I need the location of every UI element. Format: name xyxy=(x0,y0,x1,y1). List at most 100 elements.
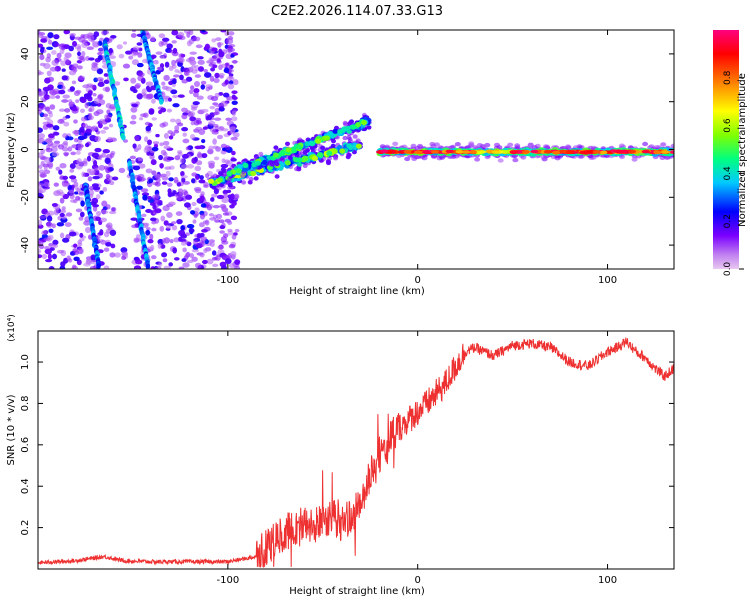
spectrogram-cell xyxy=(222,212,229,216)
spectrogram-cell xyxy=(188,30,194,35)
spectrogram-cell xyxy=(628,149,637,154)
spectrogram-cell xyxy=(216,194,225,200)
spectrogram-cell xyxy=(43,156,51,164)
spectrogram-cell xyxy=(171,221,177,225)
spectrogram-cell xyxy=(544,150,553,154)
spectrogram-cell xyxy=(99,190,104,195)
spectrogram-cell xyxy=(159,142,164,147)
spectrogram-cell xyxy=(96,102,102,107)
spectrogram-cell xyxy=(181,258,187,263)
spectrogram-cell xyxy=(207,160,216,166)
spectrogram-cell xyxy=(209,241,215,248)
spectrogram-cell xyxy=(161,181,168,185)
spectrogram-cell xyxy=(81,171,86,178)
spectrogram-cell xyxy=(230,156,236,162)
spectrogram-panel: -100 0 100 -40 -20 0 20 40 Height of straight … xyxy=(6,29,675,297)
spectrogram-cell xyxy=(150,36,156,42)
spectrogram-cell xyxy=(421,155,428,161)
spectrogram-cell xyxy=(197,151,202,158)
spectrogram-cell xyxy=(159,55,165,59)
spectrogram-cell xyxy=(210,96,219,102)
spectrogram-cell xyxy=(103,73,109,77)
spectrogram-cell xyxy=(159,63,165,69)
snr-panel: -100 0 100 0.2 0.4 0.6 0.8 1.0 Height of strai… xyxy=(6,314,675,597)
spectrogram-cell xyxy=(312,155,318,161)
spectrogram-cell xyxy=(366,125,372,130)
spectrogram-cell xyxy=(78,191,85,196)
spectrogram-cell xyxy=(168,177,174,182)
spectrogram-cell xyxy=(141,213,147,218)
spectrogram-cell xyxy=(332,128,339,134)
spectrogram-cell xyxy=(230,215,238,221)
spectrogram-cell xyxy=(154,208,162,214)
spectrogram-cell xyxy=(213,188,220,195)
spectrogram-cell xyxy=(160,215,166,222)
x-tick-label: -100 xyxy=(216,575,239,586)
spectrogram-cell xyxy=(342,135,348,141)
spectrogram-cell xyxy=(183,190,189,197)
spectrogram-cell xyxy=(173,176,179,183)
spectrogram-cell xyxy=(133,147,139,153)
spectrogram-cell xyxy=(52,125,60,131)
spectrogram-cell xyxy=(164,61,170,68)
spectrogram-cell xyxy=(103,265,110,269)
spectrogram-cell xyxy=(507,142,514,147)
spectrogram-cell xyxy=(254,160,261,166)
spectrogram-cell xyxy=(49,104,56,110)
spectrogram-cell xyxy=(73,119,78,124)
spectrogram-cell xyxy=(75,208,83,213)
spectrogram-cell xyxy=(166,182,173,187)
spectrogram-cell xyxy=(197,56,204,60)
spectrogram-cell xyxy=(58,108,66,112)
spectrogram-cell xyxy=(198,179,206,184)
spectrogram-x-axis: -100 0 100 xyxy=(216,30,617,286)
spectrogram-cell xyxy=(234,228,240,233)
spectrogram-cell xyxy=(345,125,351,131)
spectrogram-cell xyxy=(125,50,133,55)
spectrogram-cell xyxy=(172,47,178,54)
spectrogram-cell xyxy=(631,157,638,162)
spectrogram-cell xyxy=(73,243,78,248)
spectrogram-cell xyxy=(253,176,259,181)
spectrogram-cell xyxy=(159,225,165,232)
spectrogram-cell xyxy=(170,89,178,95)
spectrogram-cell xyxy=(169,118,176,123)
spectrogram-cell xyxy=(132,165,141,171)
spectrogram-cell xyxy=(163,132,169,139)
spectrogram-cell xyxy=(194,165,202,172)
spectrogram-cell xyxy=(99,118,106,124)
spectrogram-cell xyxy=(48,133,55,139)
spectrogram-cell xyxy=(61,75,68,81)
colorbar-tick-label: 0.0 xyxy=(723,262,733,277)
spectrogram-cell xyxy=(75,163,83,170)
spectrogram-cell xyxy=(48,112,53,118)
spectrogram-cell xyxy=(164,166,172,170)
spectrogram-cell xyxy=(59,232,65,239)
spectrogram-cell xyxy=(223,192,228,198)
spectrogram-cell xyxy=(234,259,241,265)
spectrogram-cell xyxy=(216,134,224,140)
spectrogram-cell xyxy=(227,183,233,188)
spectrogram-cell xyxy=(229,128,236,135)
spectrogram-cell xyxy=(171,79,177,85)
spectrogram-cell xyxy=(148,109,155,115)
spectrogram-cell xyxy=(200,241,205,247)
spectrogram-cell xyxy=(414,146,421,151)
spectrogram-cell xyxy=(326,160,331,166)
spectrogram-cell xyxy=(274,174,280,179)
x-tick-label: -100 xyxy=(216,275,239,286)
spectrogram-cell xyxy=(55,95,61,99)
spectrogram-cell xyxy=(195,44,203,49)
spectrogram-cell xyxy=(200,236,208,242)
spectrogram-cell xyxy=(224,258,232,265)
spectrogram-cell xyxy=(163,265,171,269)
spectrogram-cell xyxy=(48,95,57,99)
spectrogram-cell xyxy=(69,86,76,92)
spectrogram-cell xyxy=(162,258,168,263)
spectrogram-cell xyxy=(131,51,138,57)
spectrogram-cell xyxy=(273,145,279,150)
spectrogram-cell xyxy=(149,233,154,240)
spectrogram-cell xyxy=(181,177,186,183)
spectrogram-cell xyxy=(80,97,87,104)
spectrogram-cell xyxy=(155,133,160,138)
